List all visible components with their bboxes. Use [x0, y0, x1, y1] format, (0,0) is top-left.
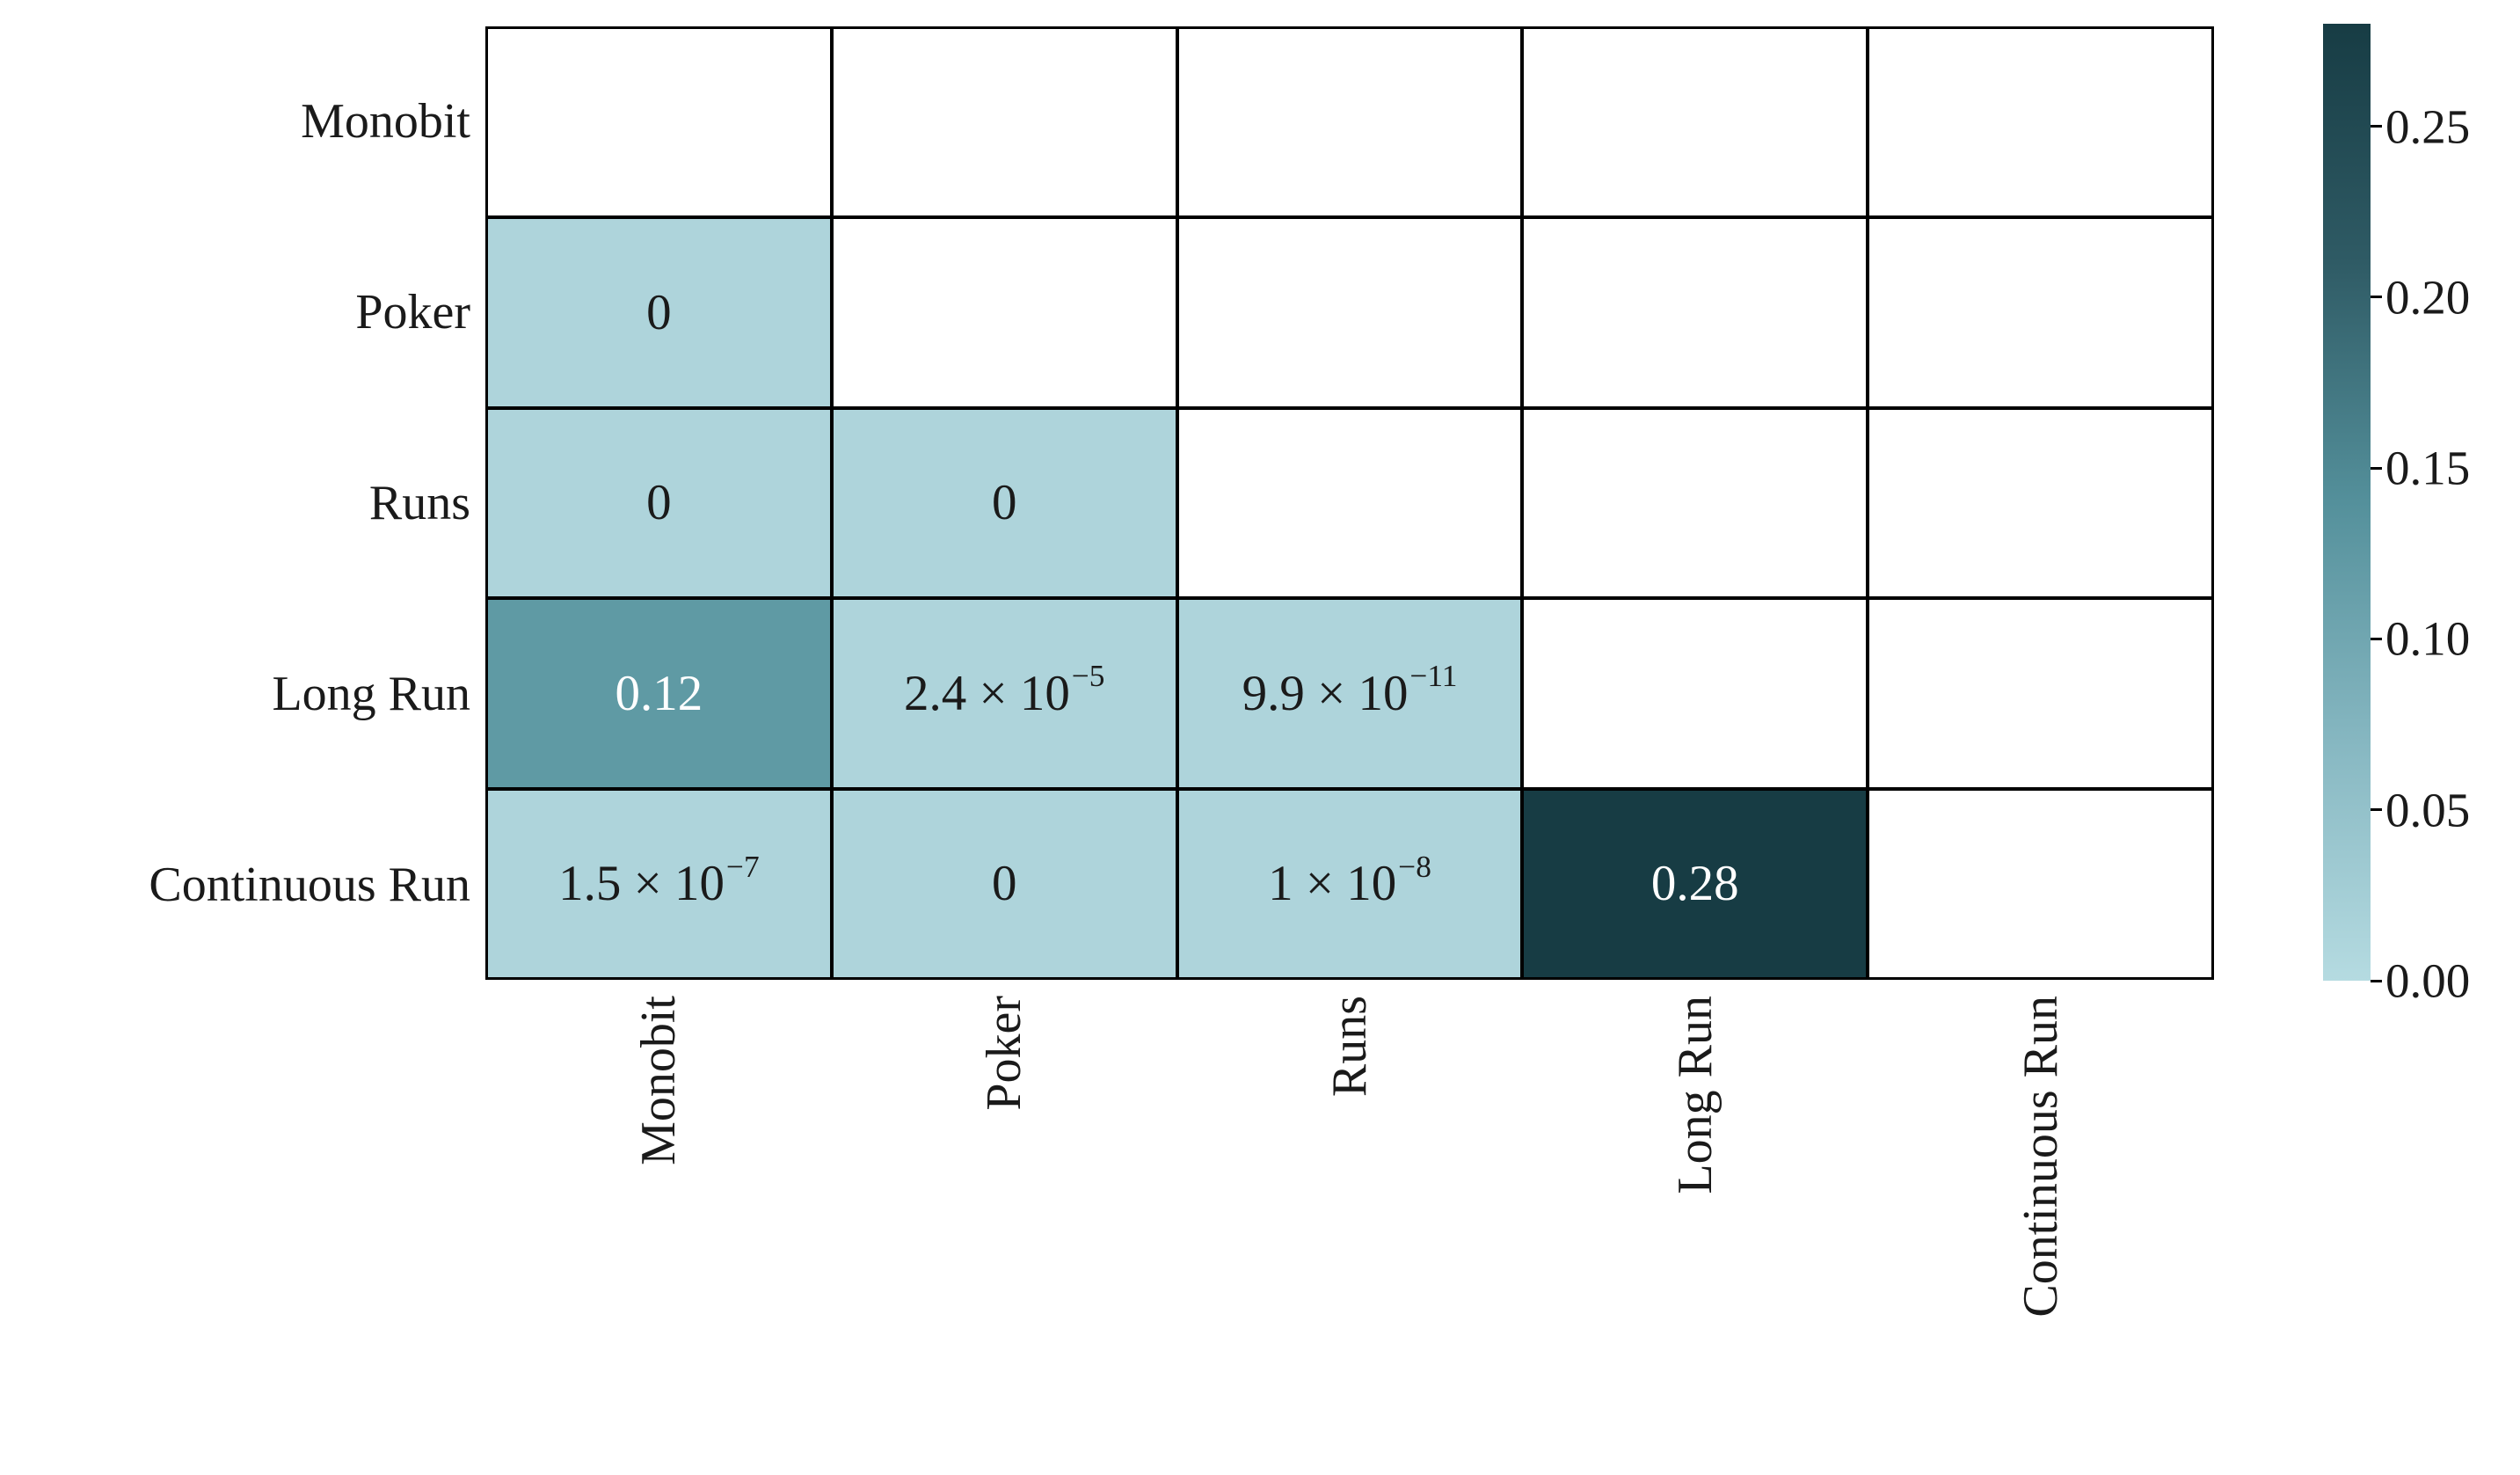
heatmap-cell-r1c2: [1178, 219, 1521, 406]
cell-value: 9.9 × 10: [1242, 665, 1409, 721]
colorbar-tick-mark: [2371, 125, 2382, 128]
colorbar-tick-label-0.10: 0.10: [2385, 611, 2471, 666]
heatmap-cell-r0c3: [1524, 29, 1867, 216]
cell-value: 0: [646, 475, 672, 531]
cell-value: 2.4 × 10: [903, 665, 1070, 721]
colorbar-tick-label-0.05: 0.05: [2385, 783, 2471, 837]
cell-value: 0.28: [1650, 856, 1739, 912]
heatmap-cell-r0c2: [1178, 29, 1521, 216]
y-tick-label-monobit: Monobit: [301, 94, 470, 150]
cell-value: 0: [991, 856, 1017, 912]
heatmap-cell-r2c0: 0: [488, 409, 830, 597]
heatmap-cell-r4c4: [1869, 790, 2211, 977]
cell-value-exponent: −8: [1398, 849, 1431, 884]
x-tick-label-anchor: Poker: [976, 996, 1032, 1115]
x-tick-label-monobit: Monobit: [630, 996, 686, 1165]
heatmap-cell-r1c1: [833, 219, 1176, 406]
colorbar-tick-label-0.00: 0.00: [2385, 953, 2471, 1008]
heatmap-cell-r0c0: [488, 29, 830, 216]
x-tick-label-anchor: Monobit: [630, 996, 686, 1170]
y-tick-label-long-run: Long Run: [272, 666, 470, 721]
x-tick-label-anchor: Continuous Run: [2013, 996, 2069, 1322]
heatmap-cell-r3c0: 0.12: [488, 600, 830, 787]
colorbar-tick-mark: [2371, 637, 2382, 640]
x-tick-label-long-run: Long Run: [1667, 996, 1722, 1194]
heatmap-cell-r3c2: 9.9 × 10 −11: [1178, 600, 1521, 787]
colorbar-tick-label-0.15: 0.15: [2385, 441, 2471, 495]
x-tick-label-poker: Poker: [976, 996, 1031, 1111]
heatmap-cell-r3c4: [1869, 600, 2211, 787]
colorbar-gradient: [2323, 24, 2371, 981]
cell-value: 0.12: [615, 665, 703, 721]
x-tick-label-runs: Runs: [1322, 996, 1377, 1098]
heatmap-cell-r2c4: [1869, 409, 2211, 597]
x-tick-label-anchor: Runs: [1322, 996, 1378, 1101]
cell-value: 1.5 × 10: [558, 856, 725, 912]
x-tick-label-anchor: Long Run: [1667, 996, 1723, 1199]
cell-value: 1 × 10: [1268, 856, 1397, 912]
heatmap-cell-r1c3: [1524, 219, 1867, 406]
heatmap-cell-r4c2: 1 × 10 −8: [1178, 790, 1521, 977]
heatmap-cell-r1c0: 0: [488, 219, 830, 406]
heatmap-cell-r2c2: [1178, 409, 1521, 597]
cell-value-exponent: −11: [1409, 659, 1458, 694]
y-tick-label-continuous-run: Continuous Run: [149, 857, 470, 912]
cell-value: 0: [646, 285, 672, 341]
heatmap-cell-r4c1: 0: [833, 790, 1176, 977]
heatmap-cell-r3c1: 2.4 × 10 −5: [833, 600, 1176, 787]
cell-value-exponent: −7: [726, 849, 760, 884]
colorbar-tick-mark: [2371, 296, 2382, 299]
colorbar-tick-label-0.20: 0.20: [2385, 270, 2471, 325]
cell-value: 0: [991, 475, 1017, 531]
heatmap-cell-r2c1: 0: [833, 409, 1176, 597]
cell-value-exponent: −5: [1071, 659, 1105, 694]
x-tick-label-continuous-run: Continuous Run: [2014, 996, 2069, 1318]
colorbar-tick-label-0.25: 0.25: [2385, 99, 2471, 154]
heatmap-cell-r0c4: [1869, 29, 2211, 216]
colorbar-tick-mark: [2371, 979, 2382, 982]
heatmap-cell-r1c4: [1869, 219, 2211, 406]
y-tick-label-runs: Runs: [368, 475, 470, 530]
y-tick-label-poker: Poker: [355, 285, 470, 340]
heatmap-cell-r4c0: 1.5 × 10 −7: [488, 790, 830, 977]
heatmap-cell-r4c3: 0.28: [1524, 790, 1867, 977]
y-axis-tick-labels: Monobit Poker Runs Long Run Continuous Run: [0, 26, 470, 980]
heatmap-grid: 0 0 0 0.12 2.4 × 10 −5 9.9 × 10 −11 1.5 × 10 −7 0 1…: [485, 26, 2214, 980]
heatmap-cell-r3c3: [1524, 600, 1867, 787]
colorbar-tick-mark: [2371, 466, 2382, 470]
heatmap-cell-r2c3: [1524, 409, 1867, 597]
colorbar-tick-mark: [2371, 808, 2382, 812]
heatmap-cell-r0c1: [833, 29, 1176, 216]
